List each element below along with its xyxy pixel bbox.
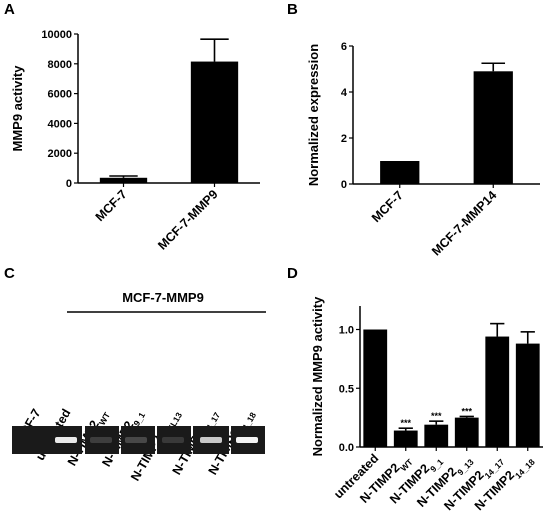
y-tick-label: 0 bbox=[66, 178, 72, 190]
y-tick-label: 4000 bbox=[48, 118, 72, 130]
x-tick-label-subscript: 14_18 bbox=[513, 457, 537, 481]
y-tick-label: 0.5 bbox=[339, 383, 354, 395]
gel-lane-label-subscript: 9_1 bbox=[131, 410, 147, 428]
chart-b-normalized-expression: 0 2 4 6 Normalized expression MCF-7 MCF-7-MMP1… bbox=[306, 41, 540, 259]
panel-label-d: D bbox=[287, 265, 298, 282]
y-tick-label: 6000 bbox=[48, 89, 72, 101]
bar bbox=[515, 343, 540, 447]
gel-lane-label-subscript: WT bbox=[97, 410, 113, 427]
gel-band bbox=[90, 437, 112, 443]
bar bbox=[190, 61, 239, 183]
y-tick-label: 6 bbox=[341, 41, 347, 53]
bar bbox=[485, 336, 510, 447]
gel-band bbox=[55, 437, 77, 443]
y-tick-label: 0 bbox=[341, 179, 347, 191]
significance-label: *** bbox=[431, 411, 442, 421]
gel-band bbox=[125, 437, 147, 443]
x-tick-label: MCF-7-MMP14 bbox=[429, 188, 499, 258]
panel-label-c: C bbox=[4, 265, 15, 282]
chart-a-mmp9-activity: 0 2000 4000 6000 8000 10000 MMP9 activity MCF-7… bbox=[10, 29, 260, 253]
x-tick-label: MCF-7-MMP9 bbox=[155, 187, 220, 252]
panel-label-a: A bbox=[4, 1, 15, 18]
x-tick-label: MCF-7 bbox=[369, 188, 406, 225]
gel-band bbox=[236, 437, 258, 443]
y-tick-label: 4 bbox=[341, 87, 348, 99]
bar bbox=[473, 71, 513, 184]
x-tick-label: N-TIMP214_18 bbox=[472, 451, 537, 516]
y-tick-label: 2000 bbox=[48, 148, 72, 160]
significance-label: *** bbox=[461, 406, 472, 416]
bar bbox=[380, 161, 420, 184]
y-axis-title: Normalized MMP9 activity bbox=[310, 296, 325, 456]
x-tick-label: MCF-7 bbox=[93, 187, 130, 224]
gel-panel-c: MCF-7-MMP9MCF-7untreatedN-TIMP2WTN-TIMP2… bbox=[12, 290, 266, 483]
gel-group-label: MCF-7-MMP9 bbox=[122, 290, 204, 305]
y-axis-title: MMP9 activity bbox=[10, 65, 25, 152]
bar bbox=[454, 417, 479, 447]
significance-label: *** bbox=[400, 418, 411, 428]
gel-band bbox=[162, 437, 184, 443]
y-tick-label: 0.0 bbox=[339, 442, 354, 454]
y-tick-label: 2 bbox=[341, 133, 347, 145]
bar bbox=[99, 177, 148, 183]
gel-band bbox=[200, 437, 222, 443]
bar bbox=[393, 430, 418, 447]
y-tick-label: 8000 bbox=[48, 59, 72, 71]
bar bbox=[363, 329, 388, 447]
y-axis-title: Normalized expression bbox=[306, 44, 321, 186]
y-tick-label: 10000 bbox=[41, 29, 72, 41]
bar bbox=[424, 424, 449, 447]
panel-label-b: B bbox=[287, 1, 298, 18]
y-tick-label: 1.0 bbox=[339, 325, 354, 337]
